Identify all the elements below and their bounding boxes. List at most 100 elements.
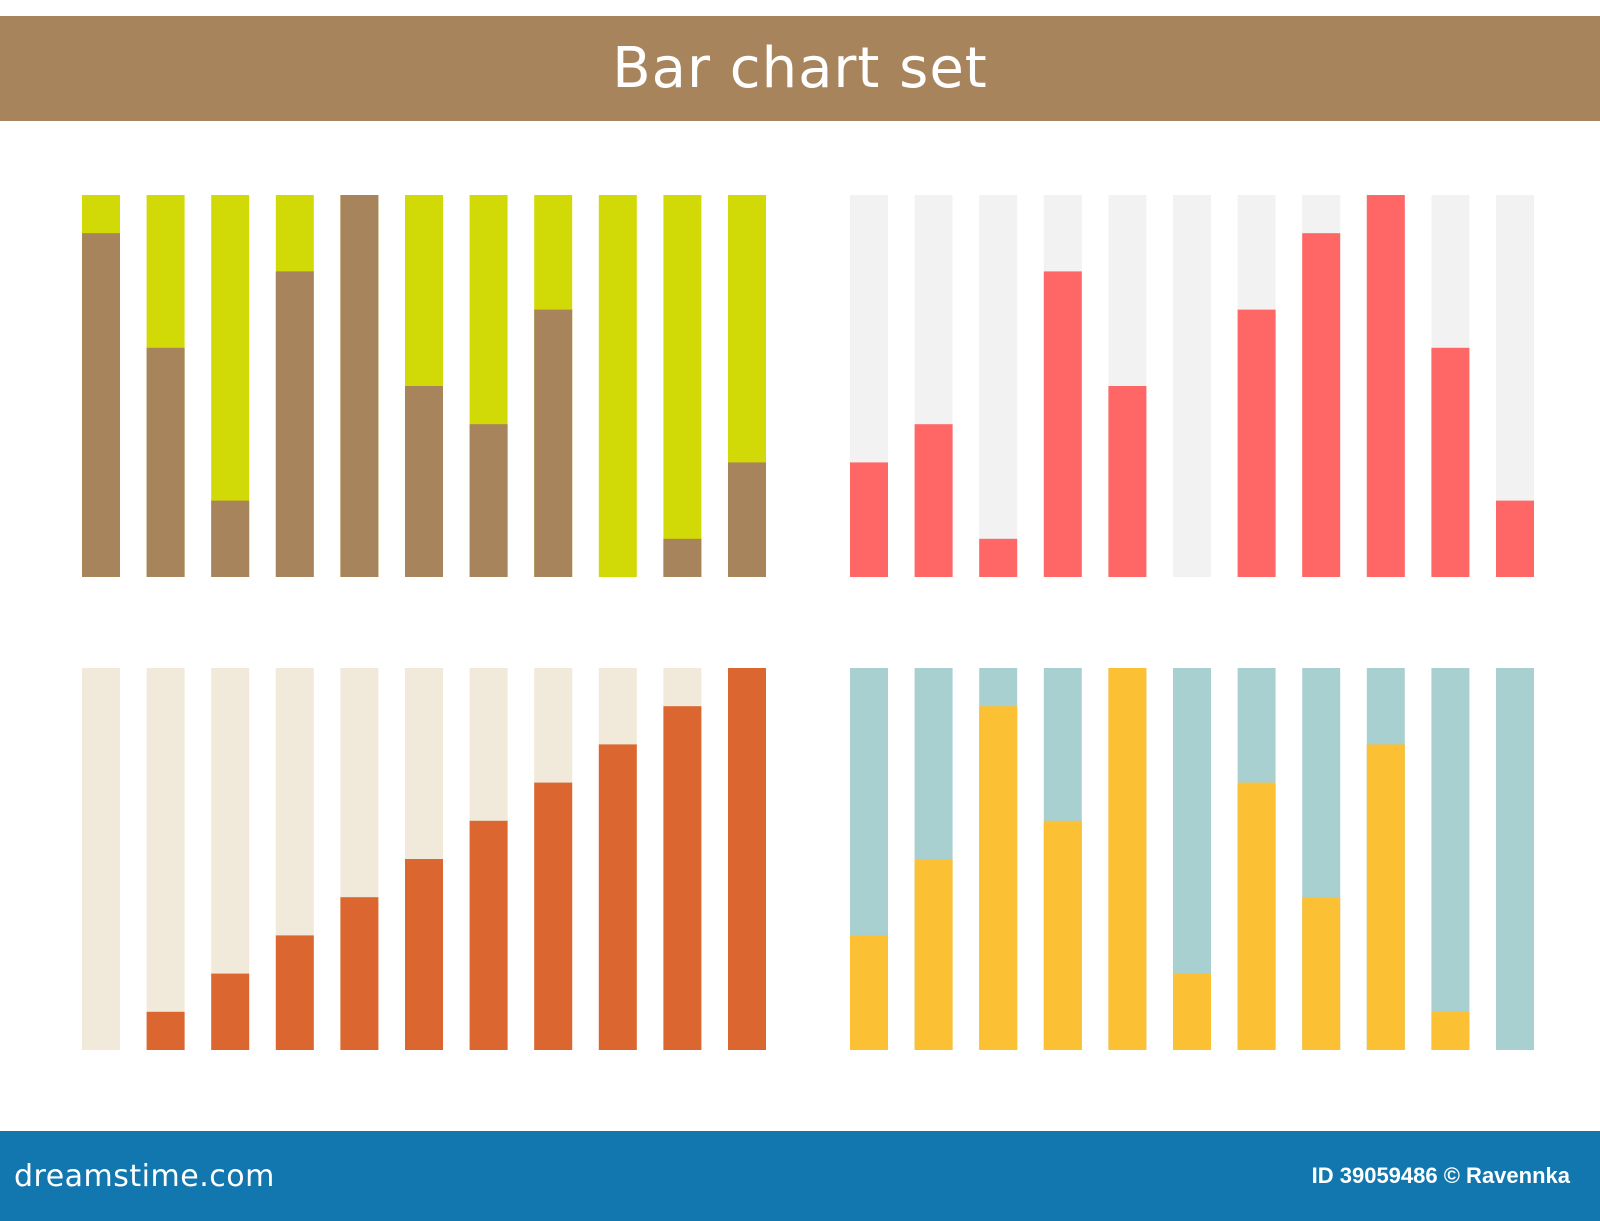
bar: [1431, 347, 1470, 577]
bar: [211, 973, 250, 1050]
bar-group: [1496, 668, 1534, 1050]
bar: [728, 668, 766, 1050]
bar-group: [1302, 195, 1341, 577]
footer-bar: dreamstime.com ID 39059486 © Ravennka: [0, 1131, 1600, 1221]
footer-credit-label: ID 39059486 © Ravennka: [1311, 1163, 1570, 1188]
bar: [1043, 820, 1082, 1050]
bar-group: [1366, 195, 1405, 577]
bar: [850, 462, 888, 577]
bar-group: [534, 668, 573, 1050]
bar-group: [146, 195, 185, 577]
bar-group: [275, 668, 314, 1050]
bar: [340, 195, 379, 577]
bar: [1043, 271, 1082, 577]
bar: [1108, 668, 1147, 1050]
bar-group: [850, 195, 888, 577]
bar-group: [1043, 195, 1082, 577]
bar-track: [1173, 195, 1211, 577]
bar-group: [979, 668, 1018, 1050]
bar: [728, 462, 766, 577]
bar: [663, 538, 702, 577]
bar-group: [1237, 195, 1276, 577]
bar-group: [598, 195, 637, 577]
bar: [598, 744, 637, 1050]
bar: [1302, 233, 1341, 577]
bar-group: [728, 668, 766, 1050]
bar: [146, 1011, 185, 1050]
bar-chart-top-right: [850, 195, 1534, 577]
bar: [979, 538, 1018, 577]
bar: [405, 386, 443, 577]
bar: [146, 347, 185, 577]
bar-group: [340, 195, 379, 577]
bar-group: [1431, 668, 1470, 1050]
bar: [469, 820, 508, 1050]
bar-group: [405, 195, 443, 577]
bar: [850, 935, 888, 1050]
bar: [914, 859, 953, 1050]
bar-group: [1043, 668, 1082, 1050]
chart-svg: [850, 195, 1534, 577]
bar-track: [979, 195, 1018, 577]
bar-chart-bottom-right: [850, 668, 1534, 1050]
bar: [1237, 309, 1276, 577]
footer-site-label: dreamstime.com: [14, 1158, 275, 1194]
bar-group: [146, 668, 185, 1050]
bar: [914, 424, 953, 577]
bar-group: [82, 668, 120, 1050]
bar-track: [146, 668, 185, 1050]
bar-group: [1302, 668, 1341, 1050]
bar: [469, 424, 508, 577]
bar: [82, 233, 120, 577]
page-title: Bar chart set: [612, 36, 988, 101]
bar-group: [1108, 195, 1147, 577]
bar: [1108, 386, 1147, 577]
bar: [1237, 782, 1276, 1050]
chart-svg: [82, 195, 766, 577]
bar: [534, 309, 573, 577]
bar: [340, 897, 379, 1050]
bar: [979, 706, 1018, 1050]
bar-group: [340, 668, 379, 1050]
chart-svg: [82, 668, 766, 1050]
bar: [1496, 500, 1534, 577]
bar-group: [914, 195, 953, 577]
bar: [1302, 897, 1341, 1050]
bar: [534, 782, 573, 1050]
bar-track: [598, 195, 637, 577]
bar-group: [1496, 195, 1534, 577]
bar-group: [1108, 668, 1147, 1050]
bar-track: [82, 668, 120, 1050]
bar-group: [850, 668, 888, 1050]
bar: [1173, 973, 1211, 1050]
chart-svg: [850, 668, 1534, 1050]
bar-group: [1366, 668, 1405, 1050]
bar: [663, 706, 702, 1050]
bar-group: [728, 195, 766, 577]
bar-group: [469, 195, 508, 577]
bar-group: [1237, 668, 1276, 1050]
bar-group: [663, 668, 702, 1050]
bar: [275, 935, 314, 1050]
bar-chart-bottom-left: [82, 668, 766, 1050]
bar-group: [405, 668, 443, 1050]
bar-chart-top-left: [82, 195, 766, 577]
bar-group: [1431, 195, 1470, 577]
bar-group: [469, 668, 508, 1050]
bar-group: [663, 195, 702, 577]
bar-track: [1431, 668, 1470, 1050]
bar-group: [1173, 195, 1211, 577]
bar-group: [211, 195, 250, 577]
bar-group: [1173, 668, 1211, 1050]
bar-group: [534, 195, 573, 577]
bar: [1366, 744, 1405, 1050]
bar-group: [275, 195, 314, 577]
bar-track: [1496, 668, 1534, 1050]
bar: [405, 859, 443, 1050]
bar-track: [663, 195, 702, 577]
bar-group: [598, 668, 637, 1050]
bar: [1366, 195, 1405, 577]
bar-group: [211, 668, 250, 1050]
bar: [1431, 1011, 1470, 1050]
title-banner: Bar chart set: [0, 16, 1600, 121]
